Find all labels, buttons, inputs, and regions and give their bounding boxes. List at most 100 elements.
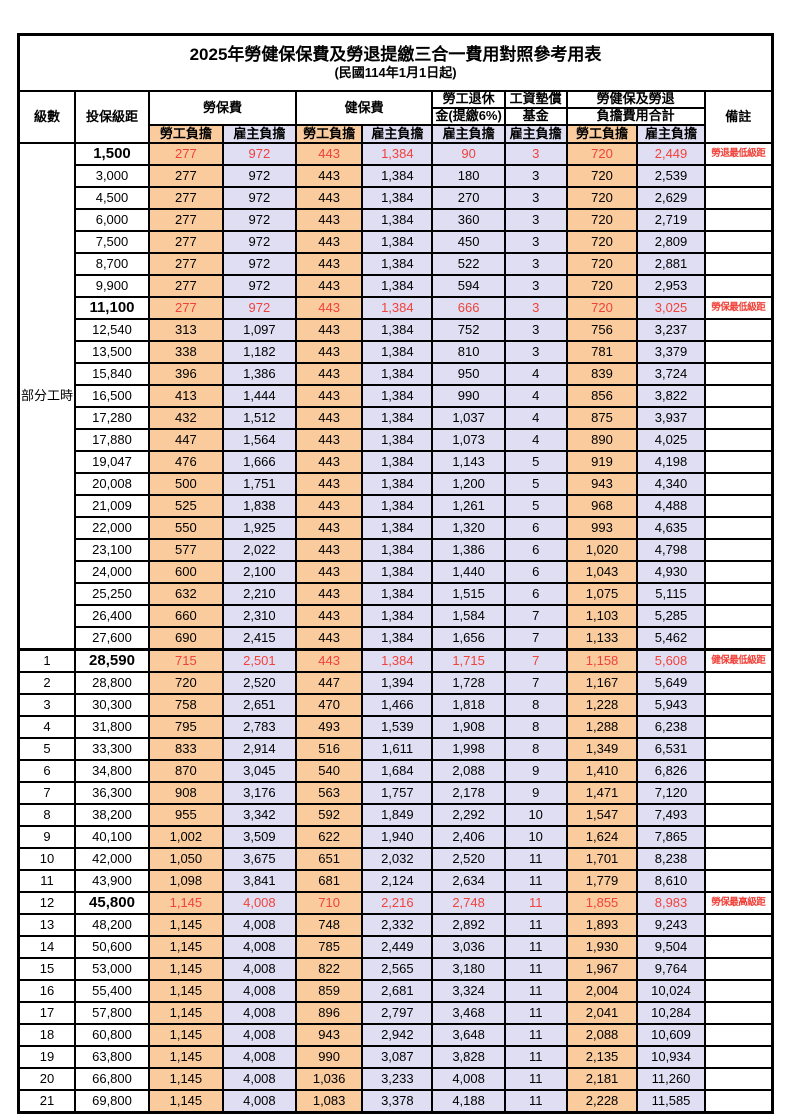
- header-bracket: 投保級距: [74, 90, 150, 144]
- cell-value: 516: [294, 737, 364, 761]
- cell-value: 1,158: [565, 648, 639, 673]
- cell-value: 1,998: [431, 737, 506, 761]
- cell-value: 4,008: [221, 957, 297, 981]
- cell-value: 2,041: [565, 1001, 639, 1025]
- cell-value: 5,462: [636, 626, 706, 651]
- cell-level: 10: [17, 847, 77, 871]
- cell-value: 2,942: [361, 1023, 434, 1047]
- cell-level: 21: [17, 1089, 77, 1114]
- cell-value: 1,757: [361, 781, 434, 805]
- cell-value: 11: [503, 935, 568, 959]
- header-pension-employer: 雇主負擔: [431, 124, 506, 144]
- cell-value: 4,008: [221, 891, 297, 915]
- table-row: 21,009 525 1,838 443 1,384 1,261 5 968 4,488: [19, 494, 774, 518]
- table-row: 27,600 690 2,415 443 1,384 1,656 7 1,133 5,462: [19, 626, 774, 651]
- cell-bracket: 19,047: [74, 450, 150, 474]
- cell-remark: [703, 362, 774, 386]
- table-row: 20,008 500 1,751 443 1,384 1,200 5 943 4,340: [19, 472, 774, 496]
- cell-level: 20: [17, 1067, 77, 1091]
- cell-value: 6,826: [636, 759, 706, 783]
- cell-value: 1,145: [147, 1023, 224, 1047]
- cell-value: 3,025: [636, 296, 706, 320]
- cell-value: 839: [565, 362, 639, 386]
- cell-value: 1,624: [565, 825, 639, 849]
- cell-value: 1,020: [565, 538, 639, 562]
- cell-value: 1,410: [565, 759, 639, 783]
- cell-value: 443: [294, 186, 364, 210]
- cell-value: 856: [565, 384, 639, 408]
- cell-value: 1,701: [565, 847, 639, 871]
- cell-value: 540: [294, 759, 364, 783]
- cell-bracket: 33,300: [74, 737, 150, 761]
- cell-value: 443: [294, 472, 364, 496]
- table-row: 17,280 432 1,512 443 1,384 1,037 4 875 3,937: [19, 406, 774, 430]
- cell-value: 450: [431, 230, 506, 254]
- cell-value: 1,684: [361, 759, 434, 783]
- cell-value: 563: [294, 781, 364, 805]
- cell-value: 443: [294, 164, 364, 188]
- table-row: 11,100 277 972 443 1,384 666 3 720 3,025 勞保最低級距: [19, 296, 774, 320]
- cell-remark: [703, 869, 774, 893]
- cell-value: 277: [147, 252, 224, 276]
- cell-value: 859: [294, 979, 364, 1003]
- table-row: 9,900 277 972 443 1,384 594 3 720 2,953: [19, 274, 774, 298]
- cell-value: 7: [503, 626, 568, 651]
- cell-value: 651: [294, 847, 364, 871]
- cell-remark: [703, 582, 774, 606]
- cell-bracket: 23,100: [74, 538, 150, 562]
- cell-value: 3,378: [361, 1089, 434, 1114]
- cell-bracket: 17,280: [74, 406, 150, 430]
- cell-value: 443: [294, 494, 364, 518]
- cell-value: 1,466: [361, 693, 434, 717]
- cell-remark: [703, 803, 774, 827]
- cell-level: 17: [17, 1001, 77, 1025]
- cell-value: 720: [565, 230, 639, 254]
- cell-remark: [703, 693, 774, 717]
- cell-value: 2,797: [361, 1001, 434, 1025]
- cell-value: 1,145: [147, 957, 224, 981]
- cell-value: 896: [294, 1001, 364, 1025]
- cell-value: 7: [503, 671, 568, 695]
- cell-bracket: 24,000: [74, 560, 150, 584]
- cell-value: 3: [503, 164, 568, 188]
- cell-value: 11: [503, 847, 568, 871]
- cell-value: 1,200: [431, 472, 506, 496]
- table-row: 部分工時 1,500 277 972 443 1,384 90 3 720 2,449 勞退最低級距: [17, 142, 774, 651]
- cell-remark: [703, 274, 774, 298]
- cell-remark: [703, 538, 774, 562]
- cell-value: 720: [565, 274, 639, 298]
- cell-value: 1,384: [361, 626, 434, 651]
- table-row: 19 63,800 1,145 4,008 990 3,087 3,828 11 2,135 10…: [17, 1045, 774, 1069]
- cell-value: 720: [147, 671, 224, 695]
- table-row: 19,047 476 1,666 443 1,384 1,143 5 919 4,198: [19, 450, 774, 474]
- cell-value: 9: [503, 759, 568, 783]
- cell-value: 4,008: [221, 1067, 297, 1091]
- cell-value: 4,008: [431, 1067, 506, 1091]
- cell-value: 9,243: [636, 913, 706, 937]
- cell-value: 7,865: [636, 825, 706, 849]
- cell-value: 1,471: [565, 781, 639, 805]
- cell-bracket: 42,000: [74, 847, 150, 871]
- cell-value: 890: [565, 428, 639, 452]
- cell-value: 908: [147, 781, 224, 805]
- cell-value: 972: [221, 208, 297, 232]
- cell-value: 5,649: [636, 671, 706, 695]
- cell-remark: [703, 164, 774, 188]
- cell-remark: [703, 318, 774, 342]
- level-cell-part-time: 部分工時: [17, 142, 77, 651]
- cell-value: 443: [294, 450, 364, 474]
- cell-value: 3: [503, 274, 568, 298]
- cell-value: 1,751: [221, 472, 297, 496]
- header-wage-fund-line1: 工資墊償: [503, 90, 568, 109]
- cell-value: 1,384: [361, 406, 434, 430]
- cell-value: 277: [147, 230, 224, 254]
- cell-value: 443: [294, 604, 364, 628]
- cell-value: 1,728: [431, 671, 506, 695]
- table-row: 8,700 277 972 443 1,384 522 3 720 2,881: [19, 252, 774, 276]
- cell-value: 1,384: [361, 230, 434, 254]
- header-labor-employee: 勞工負擔: [147, 124, 224, 144]
- table-row: 10 42,000 1,050 3,675 651 2,032 2,520 11 1,701 8,…: [17, 847, 774, 871]
- cell-value: 2,809: [636, 230, 706, 254]
- cell-level: 12: [17, 891, 77, 915]
- cell-level: 6: [17, 759, 77, 783]
